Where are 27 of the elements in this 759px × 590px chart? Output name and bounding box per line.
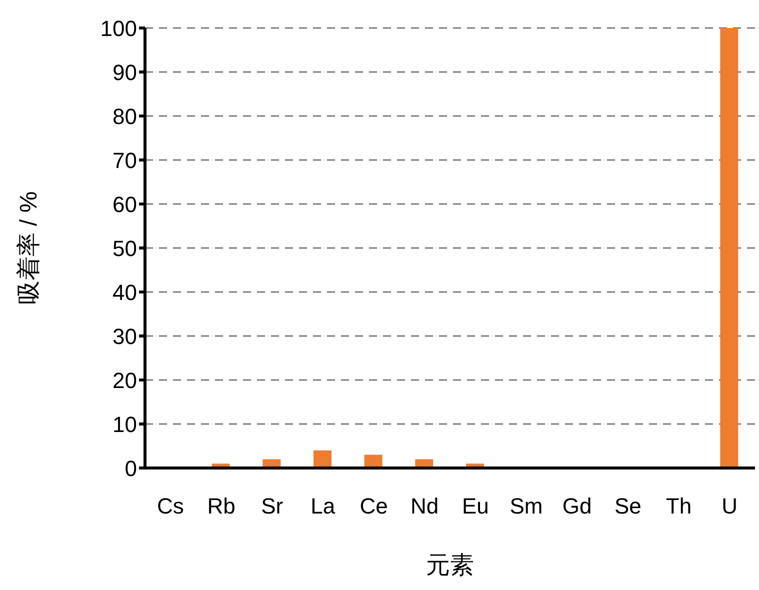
x-tick-label: Rb <box>207 494 236 519</box>
x-tick-label: Ce <box>360 494 388 519</box>
x-tick-label: Gd <box>562 494 592 519</box>
y-tick-label: 50 <box>112 236 137 261</box>
y-axis-title: 吸着率 / % <box>16 191 43 305</box>
x-axis-title: 元素 <box>426 552 474 579</box>
y-tick-label: 30 <box>112 324 137 349</box>
y-tick-label: 10 <box>112 412 137 437</box>
bar <box>314 450 332 468</box>
y-tick-label: 0 <box>124 456 137 481</box>
y-tick-label: 90 <box>112 60 137 85</box>
y-tick-label: 40 <box>112 280 137 305</box>
y-tick-label: 20 <box>112 368 137 393</box>
x-tick-label: Sr <box>261 494 284 519</box>
x-tick-label: U <box>722 494 738 519</box>
x-tick-label: Eu <box>462 494 489 519</box>
x-tick-label: Cs <box>156 494 184 519</box>
x-tick-label: Nd <box>410 494 439 519</box>
bar <box>720 28 738 468</box>
x-tick-label: Th <box>666 494 692 519</box>
x-tick-label: Sm <box>510 494 543 519</box>
x-tick-label: Se <box>614 494 642 519</box>
y-tick-label: 100 <box>100 16 137 41</box>
y-tick-label: 60 <box>112 192 137 217</box>
y-tick-label: 70 <box>112 148 137 173</box>
y-tick-label: 80 <box>112 104 137 129</box>
x-tick-label: La <box>310 494 336 519</box>
